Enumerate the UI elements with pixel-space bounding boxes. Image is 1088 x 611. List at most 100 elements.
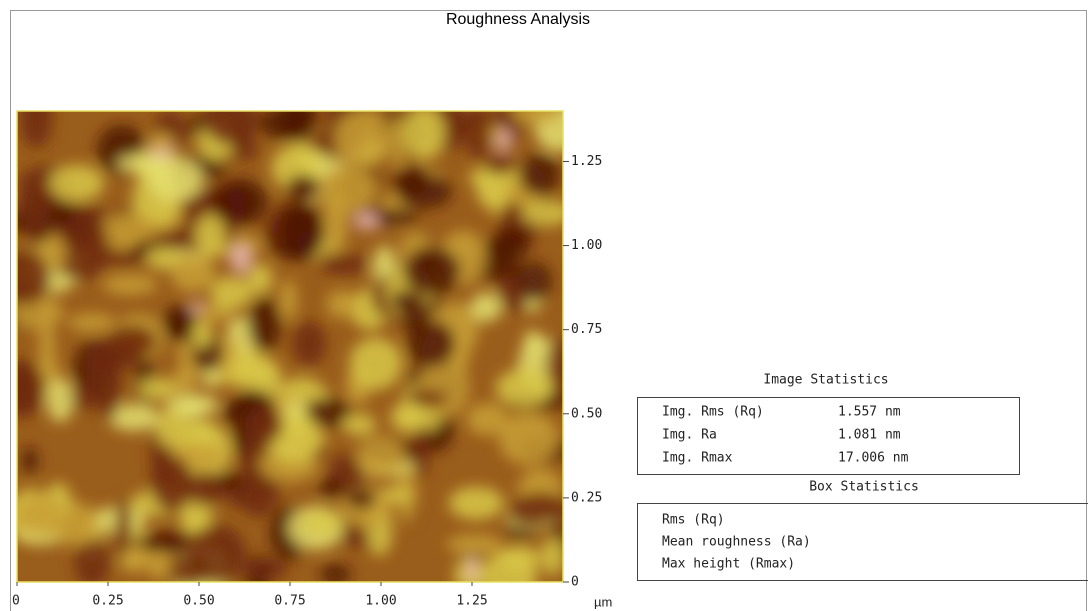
- texture-blob: [69, 205, 105, 237]
- stat-value: 1.081 nm: [838, 428, 901, 443]
- texture-blob: [68, 313, 116, 331]
- texture-blob: [221, 403, 240, 421]
- texture-blob: [229, 351, 273, 389]
- texture-blob: [102, 213, 159, 239]
- texture-blob: [280, 204, 325, 260]
- stat-label: Img. Ra: [662, 428, 717, 443]
- texture-blob: [22, 447, 38, 474]
- x-tick-label: 0: [12, 594, 20, 609]
- texture-blob: [356, 436, 406, 476]
- stat-value: 17.006 nm: [838, 451, 909, 466]
- stat-label: Mean roughness (Ra): [662, 535, 811, 550]
- stat-label: Max height (Rmax): [662, 557, 795, 572]
- y-tick-label: 1.25: [571, 154, 602, 169]
- afm-image: [0, 87, 583, 603]
- texture-blob: [137, 378, 176, 400]
- texture-blob: [522, 200, 571, 225]
- x-tick-label: 0.50: [183, 594, 214, 609]
- texture-blob: [192, 319, 212, 349]
- texture-blob: [408, 320, 456, 367]
- x-unit: µm: [594, 594, 612, 609]
- texture-blob: [155, 410, 187, 447]
- texture-blob: [418, 359, 469, 417]
- texture-blob: [43, 234, 66, 272]
- texture-blob: [354, 212, 379, 230]
- title: Roughness Analysis: [446, 11, 590, 28]
- texture-blob: [212, 179, 268, 225]
- texture-blob: [230, 244, 252, 274]
- y-tick-label: 1.00: [571, 238, 602, 253]
- texture-blob: [47, 379, 73, 423]
- texture-blob: [247, 558, 288, 580]
- texture-blob: [482, 549, 537, 602]
- image-stats-rows: Img. Rms (Rq) 1.557 nm Img. Ra 1.081 nm Img.…: [662, 405, 909, 466]
- texture-blob: [148, 133, 174, 152]
- texture-blob: [346, 490, 377, 509]
- texture-blob: [519, 154, 560, 195]
- texture-blob: [15, 191, 51, 222]
- image-stats-title: Image Statistics: [763, 373, 888, 388]
- texture-blob: [541, 538, 565, 576]
- x-tick-label: 1.25: [456, 594, 487, 609]
- stat-label: Img. Rms (Rq): [662, 405, 764, 420]
- x-tick-label: 1.00: [365, 594, 396, 609]
- x-tick-label: 0.75: [274, 594, 305, 609]
- texture-blob: [393, 166, 430, 195]
- box-stats-rows: Rms (Rq) Mean roughness (Ra) Max height (R…: [662, 513, 811, 572]
- texture-blob: [391, 290, 410, 309]
- texture-blob: [16, 496, 67, 538]
- texture-blob: [50, 165, 104, 201]
- texture-blob: [39, 323, 55, 370]
- texture-blob: [20, 91, 53, 148]
- texture-blob: [524, 330, 541, 352]
- texture-blob: [403, 106, 445, 159]
- texture-blob: [244, 404, 283, 444]
- texture-blob: [204, 95, 259, 145]
- texture-blob: [467, 556, 477, 583]
- texture-blob: [447, 535, 503, 555]
- texture-blob: [390, 403, 426, 432]
- box-stats-title: Box Statistics: [809, 480, 919, 495]
- texture-blob: [318, 479, 345, 497]
- y-tick-label: 0.75: [571, 322, 602, 337]
- texture-blob: [115, 499, 132, 558]
- texture-blob: [299, 512, 343, 535]
- stat-value: 1.557 nm: [838, 405, 901, 420]
- texture-blob: [334, 110, 392, 167]
- texture-blob: [182, 395, 218, 415]
- texture-blob: [485, 156, 516, 175]
- texture-blob: [292, 321, 326, 366]
- texture-blob: [465, 107, 491, 159]
- texture-blob: [195, 214, 225, 257]
- texture-blob: [484, 238, 511, 257]
- texture-blob: [342, 414, 376, 436]
- texture-blob: [516, 262, 552, 302]
- texture-blob: [499, 412, 559, 465]
- texture-blob: [286, 175, 320, 201]
- texture-blob: [103, 275, 158, 295]
- texture-blob: [280, 279, 297, 321]
- texture-blob: [449, 487, 504, 520]
- texture-blob: [470, 293, 501, 322]
- texture-blob: [496, 369, 553, 408]
- stat-label: Img. Rmax: [662, 451, 733, 466]
- stat-label: Rms (Rq): [662, 513, 725, 528]
- y-tick-label: 0.25: [571, 490, 602, 505]
- texture-blob: [151, 455, 194, 513]
- texture-blob: [170, 253, 215, 292]
- texture-blob: [319, 166, 378, 213]
- texture-blob: [210, 277, 253, 310]
- x-tick-label: 0.25: [92, 594, 123, 609]
- roughness-window: Roughness Analysis 0 0.25 0.50 0.75 1.00 1.25…: [0, 0, 1088, 611]
- texture-blob: [403, 247, 460, 295]
- texture-blob: [248, 297, 281, 351]
- y-tick-label: 0: [571, 575, 579, 590]
- y-tick-label: 0.50: [571, 406, 602, 421]
- texture-blob: [147, 156, 203, 201]
- texture-blob: [320, 253, 368, 275]
- texture-blob: [512, 100, 563, 124]
- texture-blob: [349, 338, 402, 390]
- texture-blob: [413, 423, 429, 479]
- texture-blob: [107, 325, 157, 358]
- texture-blob: [98, 366, 120, 421]
